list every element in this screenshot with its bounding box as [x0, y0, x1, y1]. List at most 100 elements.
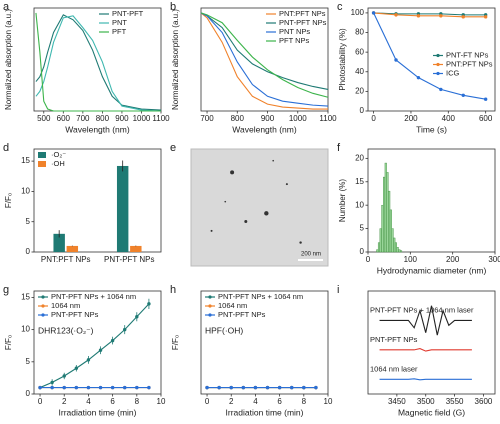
particle — [264, 211, 269, 216]
data-point — [135, 385, 139, 390]
legend-marker — [41, 313, 45, 317]
panel-label: b — [170, 1, 176, 13]
series-line — [200, 12, 329, 98]
histogram-bar — [388, 190, 391, 253]
panel-label: d — [3, 142, 9, 154]
series-line — [373, 12, 486, 100]
data-point — [241, 385, 246, 390]
x-axis-label: Wavelength (nm) — [65, 124, 130, 134]
data-point — [50, 380, 54, 385]
series-label: PNT-PFT NPs — [370, 335, 418, 344]
histogram-bar — [379, 228, 382, 253]
legend-label: 1064 nm — [51, 301, 80, 310]
panel-label: c — [337, 1, 343, 13]
data-point — [147, 385, 151, 390]
legend-label: PNT-FT NPs — [446, 50, 489, 59]
x-tick-label: 1100 — [319, 114, 337, 123]
legend-label: 1064 nm — [218, 301, 247, 310]
y-axis-label: F/F₀ — [171, 335, 180, 350]
data-point — [123, 385, 127, 390]
bar — [53, 233, 65, 252]
legend-label: PNT-PFT NPs — [218, 310, 266, 319]
data-point — [416, 14, 421, 18]
y-tick-label: 10 — [355, 200, 364, 209]
x-tick-label: 400 — [442, 114, 456, 123]
series-label: PNT-PFT NPs + 1064 nm laser — [370, 305, 474, 314]
x-axis-label: Irradiation time (min) — [226, 407, 304, 417]
data-point — [86, 358, 91, 362]
y-axis-label: F/F₀ — [4, 193, 13, 208]
histogram-bar — [399, 250, 403, 253]
x-tick-label: 6 — [110, 397, 115, 406]
legend-marker — [41, 295, 45, 299]
x-tick-label: 10 — [157, 397, 166, 406]
x-tick-label: 0 — [38, 397, 43, 406]
data-point — [394, 13, 398, 17]
data-point — [98, 385, 103, 390]
x-tick-label: 700 — [200, 114, 214, 123]
x-tick-label: 4 — [86, 397, 91, 406]
plot-frame — [33, 7, 162, 112]
legend-label: PNT-PFT NPs — [51, 310, 99, 319]
x-axis-label: Hydrodynamic diameter (nm) — [377, 265, 487, 275]
data-point — [314, 385, 318, 390]
data-point — [253, 385, 258, 390]
legend-marker — [41, 304, 45, 308]
data-point — [394, 58, 398, 62]
particle — [299, 241, 302, 244]
y-tick-label: 80 — [355, 28, 364, 37]
x-tick-label: 0 — [366, 255, 371, 264]
legend-label: PNT NPs — [279, 27, 310, 36]
series-line — [379, 378, 472, 381]
x-axis-label: Irradiation time (min) — [59, 407, 137, 417]
series-line — [35, 12, 161, 112]
legend-marker — [436, 71, 440, 76]
data-point — [439, 87, 443, 92]
plot-frame — [367, 290, 496, 395]
x-tick-label: 3550 — [446, 397, 464, 406]
legend-swatch — [38, 161, 46, 167]
y-tick-label: 15 — [355, 177, 364, 186]
particle — [224, 200, 227, 203]
x-tick-label: 1000 — [133, 114, 151, 123]
series-line — [200, 12, 329, 90]
annotation: DHR123(·O₂⁻) — [38, 325, 94, 335]
histogram-bar — [376, 249, 379, 253]
particle — [230, 170, 235, 175]
y-tick-label: 0 — [360, 106, 365, 115]
annotation: HPF(·OH) — [205, 325, 243, 335]
series-line — [373, 12, 486, 16]
panel-label: a — [3, 1, 10, 13]
y-tick-label: 10 — [21, 187, 30, 196]
data-point — [123, 327, 127, 332]
x-tick-label: 300 — [488, 255, 500, 264]
x-tick-label: 0 — [205, 397, 210, 406]
y-axis-label: Normalized absorption (a.u.) — [4, 9, 13, 110]
histogram-bar — [384, 162, 387, 253]
legend-label: ·OH — [51, 159, 65, 168]
legend-marker — [436, 62, 440, 67]
legend-label: PNT-PFT NPs — [279, 18, 327, 27]
y-tick-label: 0 — [26, 247, 31, 256]
plot-frame — [33, 148, 162, 253]
x-tick-label: 600 — [479, 114, 493, 123]
legend-marker — [436, 53, 440, 58]
data-point — [461, 93, 465, 98]
x-tick-label: 900 — [115, 114, 129, 123]
plot-frame — [200, 290, 329, 395]
panel-label: h — [170, 284, 176, 296]
legend-label: PFT — [112, 27, 127, 36]
bar — [66, 245, 79, 252]
x-tick-label: 500 — [37, 114, 51, 123]
data-point — [62, 374, 66, 378]
data-point — [416, 75, 421, 80]
x-axis-label: Magnetic field (G) — [398, 407, 465, 417]
panel-label: g — [3, 284, 9, 296]
x-tick-label: 10 — [324, 397, 333, 406]
histogram-bar — [386, 172, 389, 253]
legend-label: ICG — [446, 68, 460, 77]
data-point — [483, 97, 488, 101]
x-tick-label: 4 — [253, 397, 258, 406]
x-tick-label: PNT:PFT NPs — [41, 255, 91, 264]
